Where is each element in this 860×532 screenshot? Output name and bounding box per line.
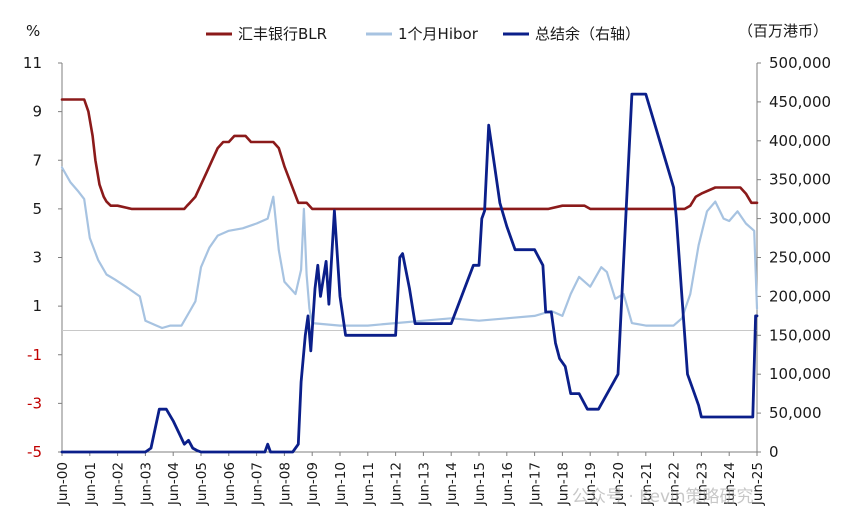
watermark: 公众号 · Kevin策略研究	[572, 487, 754, 507]
y-axis-left: 11 9 7 5 3 1 -1 -3 -5	[23, 54, 63, 461]
x-tick-label: Jun-15	[472, 462, 488, 506]
x-tick-label: Jun-02	[111, 462, 127, 506]
left-tick-label: -5	[27, 443, 42, 461]
left-tick-label: -1	[27, 346, 42, 364]
x-tick-label: Jun-04	[166, 462, 182, 506]
x-tick-label: Jun-08	[277, 462, 293, 506]
x-tick-label: Jun-12	[389, 462, 405, 506]
x-tick-label: Jun-19	[583, 462, 599, 506]
left-tick-label: -3	[27, 394, 42, 412]
right-tick-label: 100,000	[769, 365, 831, 383]
series-line-1	[60, 166, 759, 330]
right-tick-label: 300,000	[769, 210, 831, 228]
x-tick-label: Jun-17	[528, 462, 544, 506]
series-line-2	[60, 92, 759, 454]
x-axis: Jun-00 Jun-01 Jun-02 Jun-03 Jun-04 Jun-05 Jun-…	[55, 451, 766, 506]
x-tick-label: Jun-10	[333, 462, 349, 506]
x-tick-label: Jun-21	[639, 462, 655, 506]
series-line-0	[60, 98, 759, 211]
series-layer	[60, 92, 759, 454]
right-tick-label: 500,000	[769, 54, 831, 72]
left-tick-label: 9	[32, 103, 42, 121]
x-tick-label: Jun-03	[138, 462, 154, 506]
legend-label-2: 总结余（右轴）	[535, 25, 640, 43]
x-tick-label: Jun-07	[250, 462, 266, 506]
left-tick-label: 3	[32, 249, 42, 267]
right-tick-label: 350,000	[769, 171, 831, 189]
x-tick-label: Jun-18	[555, 462, 571, 506]
x-tick-label: Jun-16	[500, 462, 516, 506]
left-tick-label: 5	[32, 200, 42, 218]
right-tick-label: 450,000	[769, 93, 831, 111]
x-tick-label: Jun-24	[722, 462, 738, 506]
x-tick-label: Jun-14	[444, 462, 460, 506]
x-tick-label: Jun-00	[55, 462, 71, 506]
right-tick-label: 150,000	[769, 326, 831, 344]
right-tick-label: 400,000	[769, 132, 831, 150]
x-tick-label: Jun-25	[750, 462, 766, 506]
left-tick-label: 1	[32, 297, 42, 315]
x-tick-label: Jun-23	[694, 462, 710, 506]
legend: 汇丰银行BLR 1个月Hibor 总结余（右轴）	[206, 25, 640, 43]
right-tick-label: 0	[769, 443, 779, 461]
right-axis-unit: （百万港币）	[738, 22, 828, 40]
left-axis-unit: %	[26, 22, 40, 40]
x-tick-label: Jun-09	[305, 462, 321, 506]
x-tick-label: Jun-01	[83, 462, 99, 506]
right-tick-label: 250,000	[769, 249, 831, 267]
left-tick-label: 11	[23, 54, 42, 72]
x-tick-label: Jun-13	[416, 462, 432, 506]
x-tick-label: Jun-20	[611, 462, 627, 506]
right-tick-label: 200,000	[769, 287, 831, 305]
y-axis-right: 500,000 450,000 400,000 350,000 300,000 250,0…	[756, 54, 831, 461]
x-tick-label: Jun-22	[667, 462, 683, 506]
left-tick-label: 7	[32, 151, 42, 169]
x-tick-label: Jun-05	[194, 462, 210, 506]
x-tick-label: Jun-11	[361, 462, 377, 506]
x-tick-label: Jun-06	[222, 462, 238, 506]
legend-label-0: 汇丰银行BLR	[238, 25, 327, 43]
right-tick-label: 50,000	[769, 404, 822, 422]
legend-label-1: 1个月Hibor	[398, 25, 479, 43]
